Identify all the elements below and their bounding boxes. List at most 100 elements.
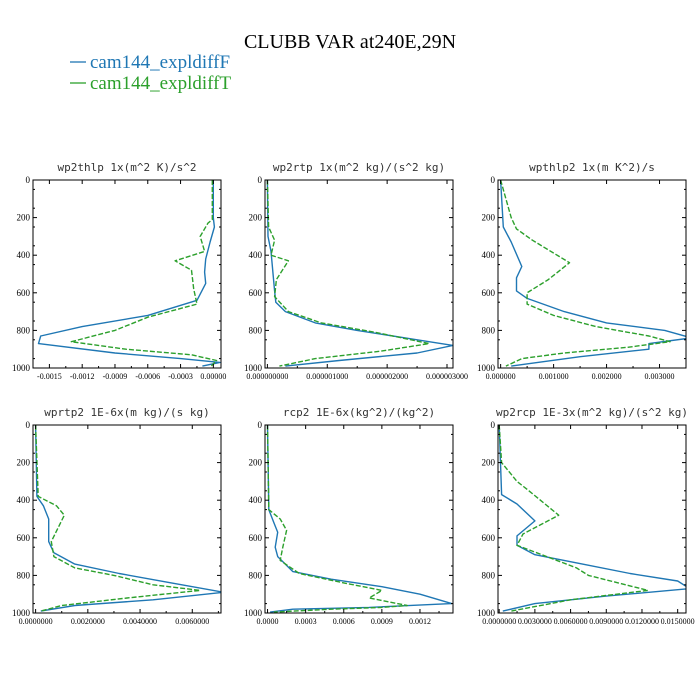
x-tick-label: 0.0040000 bbox=[123, 617, 157, 626]
panel-title: wp2thlp 1x(m^2 K)/s^2 bbox=[57, 161, 196, 174]
x-tick-label: 0.002000 bbox=[592, 372, 622, 381]
series-group bbox=[37, 180, 221, 367]
y-tick-label: 400 bbox=[482, 495, 496, 505]
series-line-cam144_expldiffT bbox=[498, 425, 649, 612]
plot-frame bbox=[32, 424, 222, 614]
y-tick-label: 400 bbox=[482, 250, 496, 260]
series-group bbox=[266, 425, 453, 613]
series-line-cam144_expldiffT bbox=[266, 425, 408, 613]
y-tick-label: 400 bbox=[249, 250, 263, 260]
x-tick-label: 0.0000 bbox=[257, 617, 279, 626]
y-tick-label: 800 bbox=[249, 325, 263, 335]
x-tick-label: 0.0006 bbox=[333, 617, 355, 626]
series-line-cam144_expldiffF bbox=[266, 180, 453, 367]
legend: cam144_expldiffF cam144_expldiffT bbox=[70, 52, 231, 94]
series-line-cam144_expldiffF bbox=[266, 425, 453, 613]
panel-title: wprtp2 1E-6x(m kg)/(s kg) bbox=[44, 406, 210, 419]
x-tick-label: 0.0030000 bbox=[518, 617, 552, 626]
y-tick-label: 400 bbox=[17, 250, 31, 260]
panel-1: wp2thlp 1x(m^2 K)/s^2 0 200 400 600 800 1000 -0… bbox=[12, 161, 226, 381]
x-tick-label: 0.000001000 bbox=[306, 372, 348, 381]
x-tick-label: 0.0003 bbox=[295, 617, 317, 626]
x-tick-label: 0.000000000 bbox=[246, 372, 288, 381]
y-tick-label: 1000 bbox=[477, 363, 496, 373]
y-tick-label: 0 bbox=[258, 175, 263, 185]
panel-title: wp2rtp 1x(m^2 kg)/(s^2 kg) bbox=[273, 161, 445, 174]
legend-label-expldiffF: cam144_expldiffF bbox=[90, 52, 230, 73]
y-tick-label: 200 bbox=[17, 458, 31, 468]
panel-6: wp2rcp 1E-3x(m^2 kg)/(s^2 kg)0 200 400 600 8… bbox=[477, 406, 695, 626]
x-tick-label: 0.0060000 bbox=[554, 617, 588, 626]
y-tick-label: 1000 bbox=[12, 608, 31, 618]
y-tick-label: 400 bbox=[249, 495, 263, 505]
x-tick-label: 0.0090000 bbox=[589, 617, 623, 626]
x-tick-label: 0.0000000 bbox=[19, 617, 53, 626]
y-tick-label: 200 bbox=[482, 213, 496, 223]
x-tick-label: 0.003000 bbox=[645, 372, 675, 381]
series-group bbox=[266, 180, 453, 367]
figure-title: CLUBB VAR at240E,29N bbox=[244, 31, 456, 53]
plot-frame bbox=[264, 424, 454, 614]
x-tick-label: -0.0012 bbox=[70, 372, 95, 381]
x-tick-label: 0.000002000 bbox=[366, 372, 408, 381]
y-tick-label: 0 bbox=[26, 420, 31, 430]
x-tick-label: 0.0000000 bbox=[482, 617, 516, 626]
panel-title: wp2rcp 1E-3x(m^2 kg)/(s^2 kg) bbox=[496, 406, 688, 419]
y-tick-label: 600 bbox=[482, 288, 496, 298]
x-tick-label: 0.000003000 bbox=[426, 372, 468, 381]
panel-3: wpthlp2 1x(m K^2)/s020040060080010000.00… bbox=[477, 161, 687, 381]
y-tick-label: 0 bbox=[491, 175, 496, 185]
y-tick-label: 800 bbox=[17, 570, 31, 580]
panel-4: wprtp2 1E-6x(m kg)/(s kg) 0 200 400 600 800 10… bbox=[12, 406, 222, 626]
x-tick-label: -0.0003 bbox=[168, 372, 193, 381]
series-line-cam144_expldiffF bbox=[499, 180, 686, 367]
y-tick-label: 600 bbox=[482, 533, 496, 543]
series-line-cam144_expldiffT bbox=[70, 180, 218, 367]
y-tick-label: 0 bbox=[491, 420, 496, 430]
panel-title: rcp2 1E-6x(kg^2)/(kg^2) bbox=[283, 406, 435, 419]
x-tick-label: -0.0006 bbox=[135, 372, 160, 381]
series-line-cam144_expldiffT bbox=[34, 425, 201, 612]
plot-frame bbox=[497, 179, 687, 369]
y-tick-label: 1000 bbox=[477, 608, 496, 618]
x-tick-label: 0.0009 bbox=[371, 617, 393, 626]
plot-frame bbox=[497, 424, 687, 614]
y-tick-label: 800 bbox=[249, 570, 263, 580]
y-tick-label: 1000 bbox=[244, 608, 263, 618]
y-tick-label: 600 bbox=[17, 288, 31, 298]
series-line-cam144_expldiffF bbox=[498, 425, 686, 612]
series-group bbox=[498, 425, 686, 612]
series-line-cam144_expldiffF bbox=[37, 180, 221, 367]
y-tick-label: 600 bbox=[249, 288, 263, 298]
series-line-cam144_expldiffF bbox=[34, 425, 221, 612]
y-tick-label: 0 bbox=[258, 420, 263, 430]
legend-label-expldiffT: cam144_expldiffT bbox=[90, 73, 231, 94]
x-tick-label: 0.0060000 bbox=[175, 617, 209, 626]
y-tick-label: 800 bbox=[17, 325, 31, 335]
x-tick-label: -0.0015 bbox=[37, 372, 62, 381]
series-line-cam144_expldiffT bbox=[266, 180, 430, 367]
y-tick-label: 0 bbox=[26, 175, 31, 185]
y-tick-label: 800 bbox=[482, 570, 496, 580]
y-tick-label: 1000 bbox=[12, 363, 31, 373]
x-tick-label: 0.0020000 bbox=[71, 617, 105, 626]
y-tick-label: 200 bbox=[249, 458, 263, 468]
x-tick-label: 0.0150000 bbox=[661, 617, 695, 626]
x-tick-label: 0.0012 bbox=[409, 617, 431, 626]
plot-frame bbox=[32, 179, 222, 369]
y-tick-label: 200 bbox=[249, 213, 263, 223]
y-tick-label: 1000 bbox=[244, 363, 263, 373]
y-tick-label: 800 bbox=[482, 325, 496, 335]
y-tick-label: 200 bbox=[17, 213, 31, 223]
panel-2: wp2rtp 1x(m^2 kg)/(s^2 kg) 0 200 400 600 800 1… bbox=[244, 161, 468, 381]
y-tick-label: 600 bbox=[249, 533, 263, 543]
series-group bbox=[499, 180, 686, 367]
y-tick-label: 600 bbox=[17, 533, 31, 543]
x-tick-label: -0.0009 bbox=[103, 372, 128, 381]
y-tick-label: 200 bbox=[482, 458, 496, 468]
y-tick-label: 400 bbox=[17, 495, 31, 505]
series-line-cam144_expldiffT bbox=[499, 180, 671, 367]
plot-frame bbox=[264, 179, 454, 369]
x-tick-label: 0.000000 bbox=[486, 372, 516, 381]
